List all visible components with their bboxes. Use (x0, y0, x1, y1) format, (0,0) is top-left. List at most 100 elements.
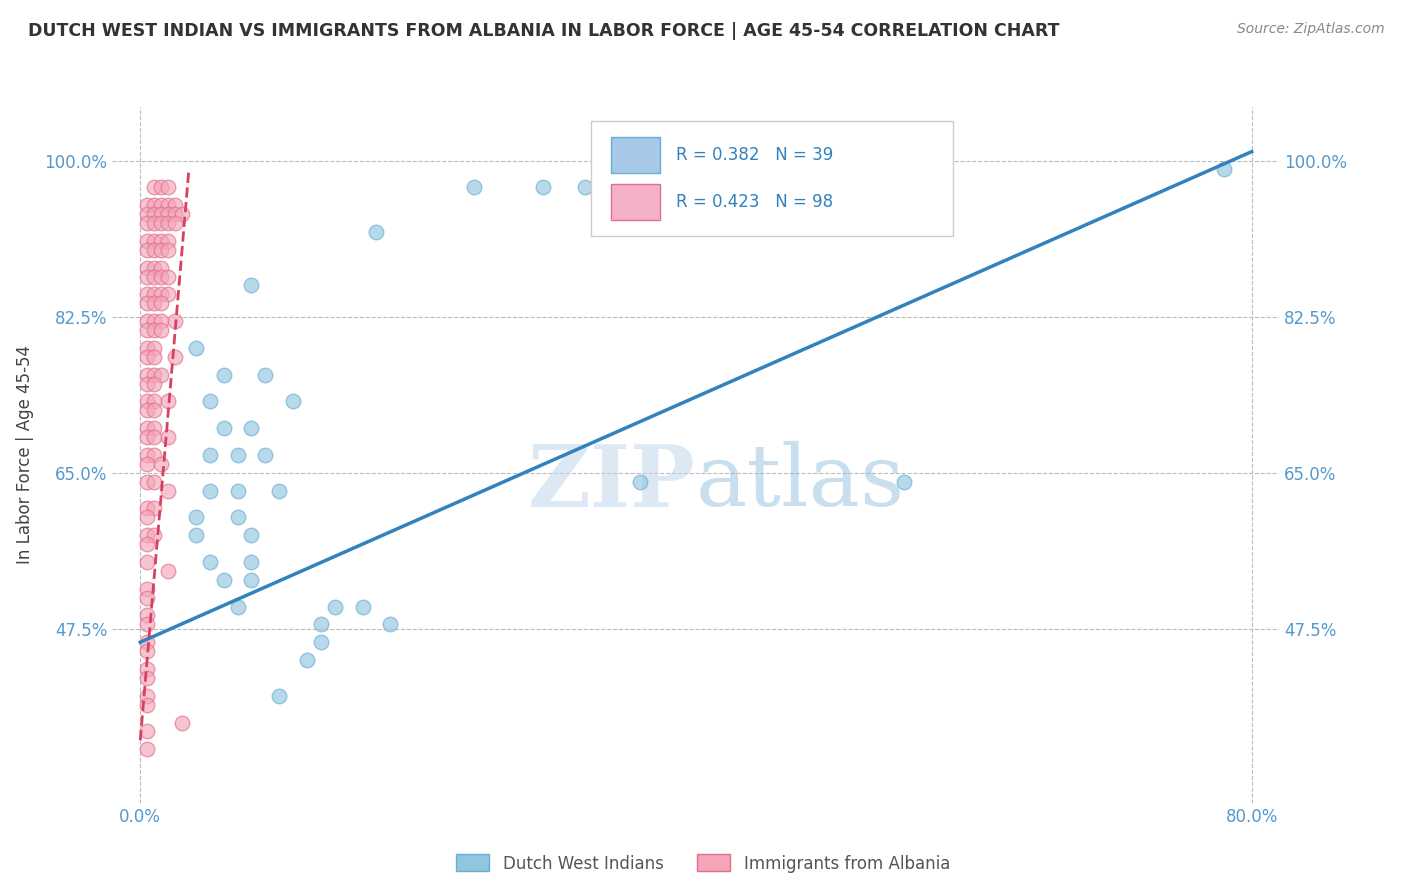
Point (136, 617, 159, 632)
Point (226, 510, 249, 524)
Point (143, 528, 166, 542)
Point (150, 269, 173, 284)
Point (136, 510, 159, 524)
Point (281, 394, 304, 409)
Text: Source: ZipAtlas.com: Source: ZipAtlas.com (1237, 22, 1385, 37)
Point (170, 715, 193, 730)
Point (136, 555, 159, 569)
Point (184, 528, 207, 542)
Point (184, 510, 207, 524)
Point (143, 368, 166, 382)
Text: R = 0.382   N = 39: R = 0.382 N = 39 (676, 146, 834, 164)
Point (1212, 162, 1234, 177)
Point (136, 582, 159, 596)
Text: R = 0.423   N = 98: R = 0.423 N = 98 (676, 193, 834, 211)
Legend: Dutch West Indians, Immigrants from Albania: Dutch West Indians, Immigrants from Alba… (450, 847, 956, 880)
Point (150, 243, 173, 257)
Point (136, 394, 159, 409)
Point (198, 555, 221, 569)
Point (143, 448, 166, 462)
Point (136, 457, 159, 471)
Point (136, 537, 159, 551)
Point (143, 296, 166, 310)
Point (143, 475, 166, 489)
Point (150, 457, 173, 471)
Point (163, 207, 186, 221)
Point (254, 368, 277, 382)
Point (157, 198, 180, 212)
Point (295, 653, 318, 667)
Point (136, 376, 159, 391)
Point (150, 216, 173, 230)
Point (143, 314, 166, 328)
Point (212, 573, 235, 587)
Point (143, 430, 166, 444)
Point (366, 225, 388, 239)
Point (143, 234, 166, 248)
Point (163, 314, 186, 328)
Point (157, 430, 180, 444)
Point (143, 501, 166, 516)
Point (136, 287, 159, 301)
Point (136, 430, 159, 444)
Point (143, 269, 166, 284)
Point (157, 287, 180, 301)
Point (157, 180, 180, 194)
Point (143, 216, 166, 230)
Point (136, 644, 159, 658)
Point (628, 475, 651, 489)
Point (136, 296, 159, 310)
Point (240, 573, 263, 587)
Point (136, 421, 159, 435)
Point (352, 599, 374, 614)
Point (136, 591, 159, 605)
Point (226, 599, 249, 614)
Point (212, 421, 235, 435)
Text: ZIP: ZIP (529, 441, 696, 524)
Point (269, 689, 291, 703)
Point (143, 350, 166, 364)
Point (150, 287, 173, 301)
Point (136, 350, 159, 364)
Point (136, 475, 159, 489)
Point (136, 314, 159, 328)
Point (588, 180, 610, 194)
Point (136, 269, 159, 284)
Point (198, 483, 221, 498)
Point (143, 198, 166, 212)
Point (157, 216, 180, 230)
Point (574, 180, 596, 194)
Point (163, 198, 186, 212)
Point (893, 475, 915, 489)
Point (136, 198, 159, 212)
Text: DUTCH WEST INDIAN VS IMMIGRANTS FROM ALBANIA IN LABOR FORCE | AGE 45-54 CORRELAT: DUTCH WEST INDIAN VS IMMIGRANTS FROM ALB… (28, 22, 1060, 40)
Point (240, 278, 263, 293)
Point (163, 350, 186, 364)
Point (309, 635, 332, 649)
Point (150, 296, 173, 310)
Point (136, 608, 159, 623)
Point (323, 599, 346, 614)
Point (170, 207, 193, 221)
Point (254, 448, 277, 462)
Point (150, 314, 173, 328)
Point (136, 403, 159, 417)
Point (143, 260, 166, 275)
Point (143, 403, 166, 417)
Point (136, 260, 159, 275)
Point (136, 635, 159, 649)
Point (136, 341, 159, 355)
Point (240, 555, 263, 569)
Point (136, 368, 159, 382)
Point (136, 234, 159, 248)
Point (269, 483, 291, 498)
Point (226, 483, 249, 498)
Point (157, 394, 180, 409)
Point (136, 216, 159, 230)
Point (198, 448, 221, 462)
Point (240, 528, 263, 542)
Point (136, 689, 159, 703)
Point (150, 234, 173, 248)
Point (150, 260, 173, 275)
Point (136, 662, 159, 676)
